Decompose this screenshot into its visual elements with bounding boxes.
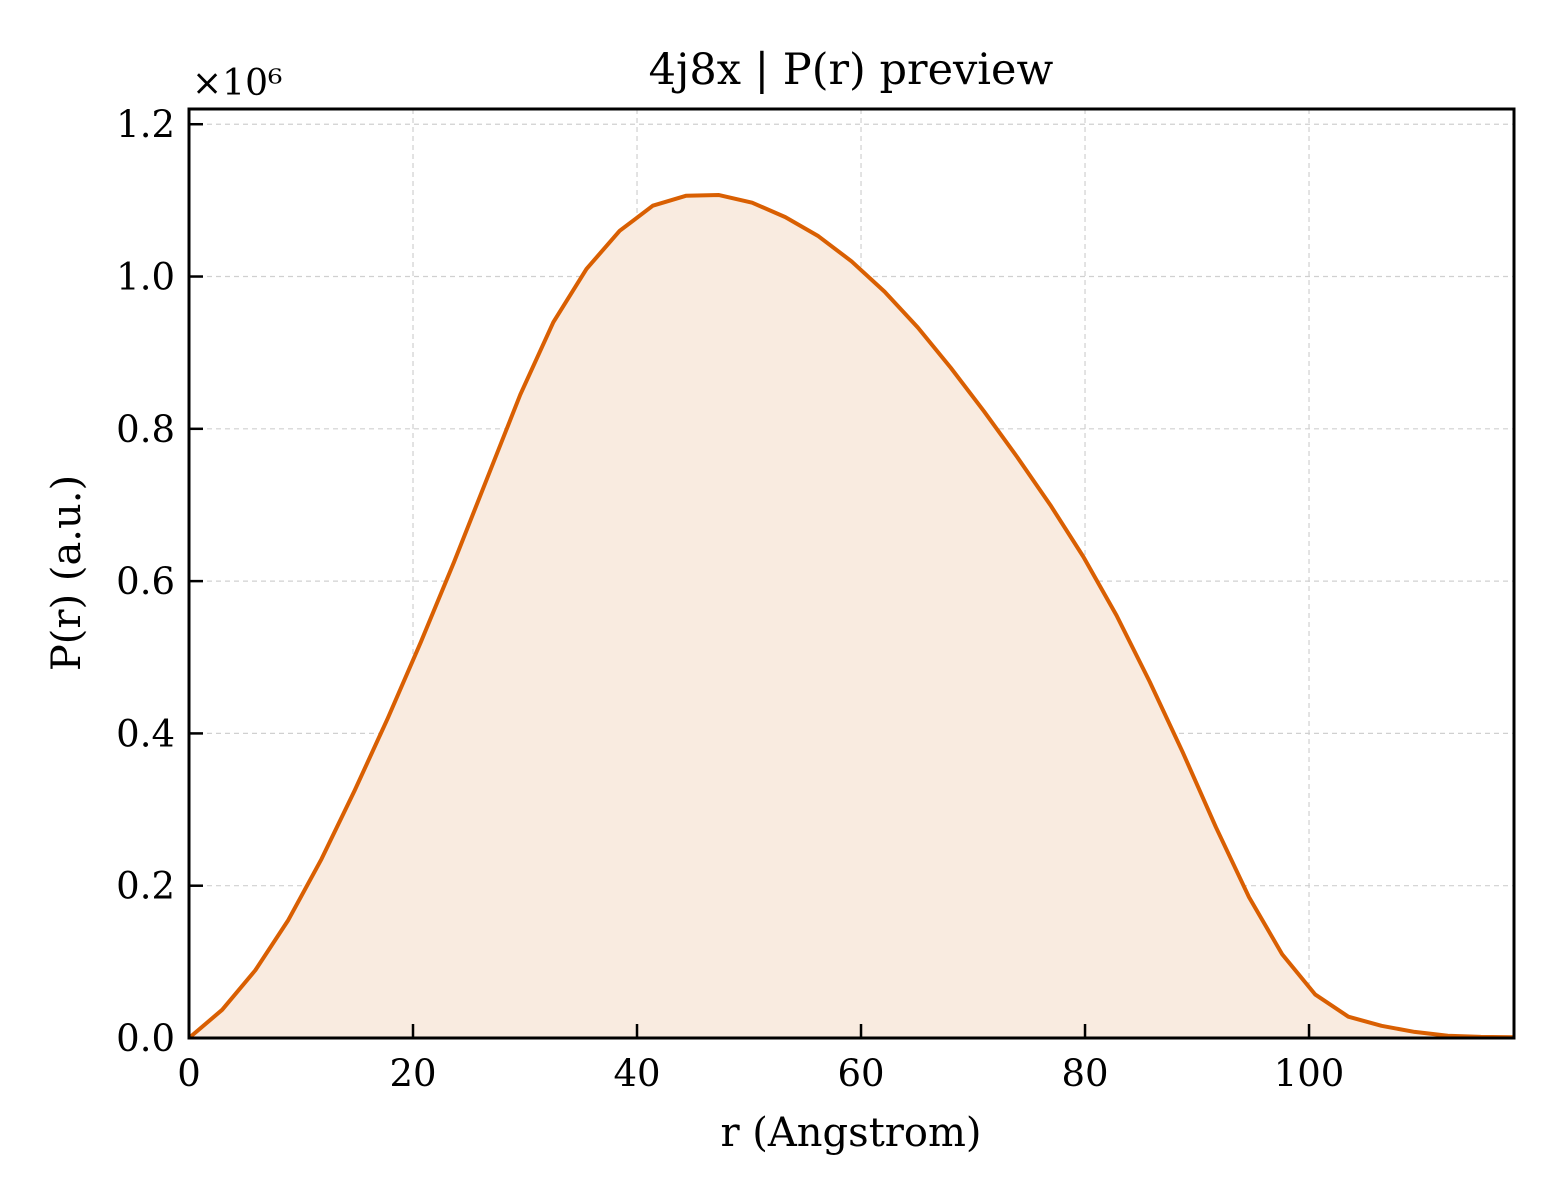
y-axis-ticks: 0.0 0.2 0.4 0.6 0.8 1.0 1.2 <box>116 103 203 1060</box>
y-tick-label: 0.8 <box>116 408 175 451</box>
chart-title: 4j8x | P(r) preview <box>649 45 1054 95</box>
x-axis-label: r (Angstrom) <box>720 1110 981 1156</box>
y-tick-label: 0.2 <box>116 865 175 908</box>
y-tick-label: 1.0 <box>116 256 175 299</box>
x-tick-label: 100 <box>1274 1052 1345 1095</box>
y-axis-multiplier: ×10⁶ <box>192 63 282 104</box>
y-tick-label: 0.6 <box>116 560 175 603</box>
y-axis-label: P(r) (a.u.) <box>44 475 90 671</box>
x-tick-label: 20 <box>389 1052 436 1095</box>
x-tick-label: 40 <box>613 1052 660 1095</box>
y-tick-label: 0.4 <box>116 712 175 755</box>
y-tick-label: 0.0 <box>116 1017 175 1060</box>
plot-area <box>187 193 1515 1040</box>
x-axis-ticks: 0 20 40 60 80 100 <box>177 1024 1344 1095</box>
area-fill <box>189 195 1514 1039</box>
y-tick-label: 1.2 <box>116 103 175 146</box>
axes-frame <box>187 107 1516 1040</box>
series-line <box>187 193 1515 1040</box>
x-tick-label: 0 <box>177 1052 201 1095</box>
x-tick-label: 60 <box>837 1052 884 1095</box>
x-tick-label: 80 <box>1061 1052 1108 1095</box>
